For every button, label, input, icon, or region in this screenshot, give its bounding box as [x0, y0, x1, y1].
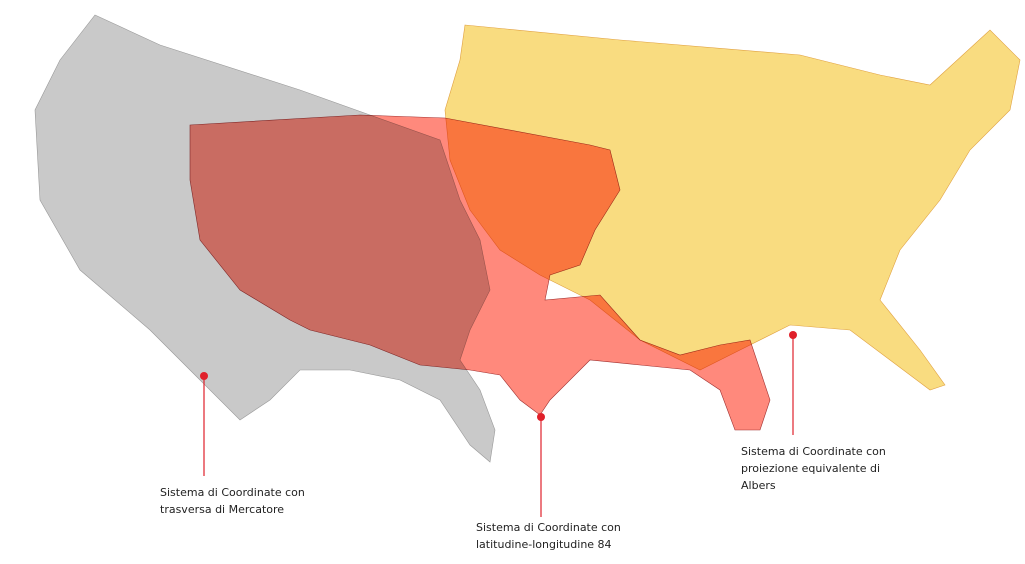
callout-dot	[789, 331, 797, 339]
callout-dot	[537, 413, 545, 421]
label-mercator: Sistema di Coordinate con trasversa di M…	[160, 486, 305, 516]
us-map-wgs84-projection	[189, 114, 771, 431]
callout-dot	[200, 372, 208, 380]
callout-mercator	[200, 372, 208, 476]
callout-albers	[789, 331, 797, 435]
label-wgs84: Sistema di Coordinate con latitudine-lon…	[476, 521, 621, 551]
callout-wgs84	[537, 413, 545, 517]
label-albers: Sistema di Coordinate con proiezione equ…	[741, 445, 886, 492]
